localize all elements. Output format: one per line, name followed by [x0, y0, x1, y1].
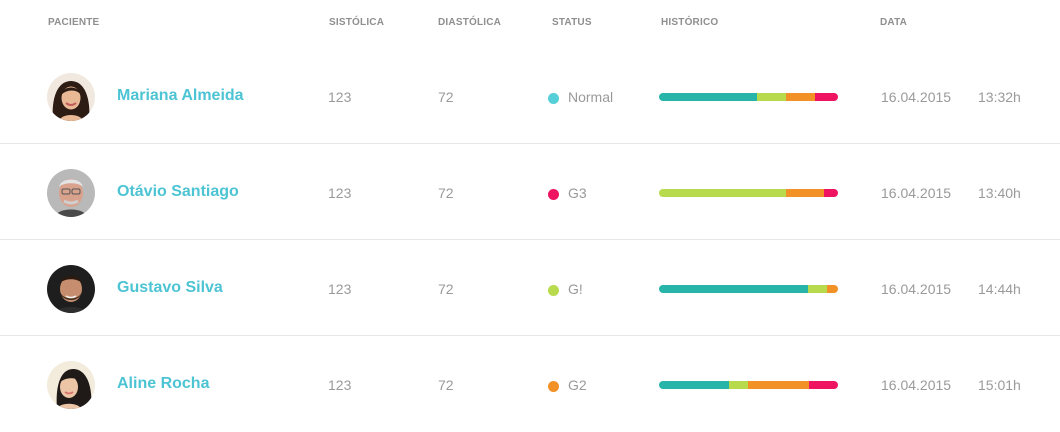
diastolic-value: 72	[438, 89, 454, 105]
history-bar	[659, 285, 838, 293]
history-segment	[809, 381, 838, 389]
history-bar	[659, 381, 838, 389]
avatar[interactable]	[47, 73, 95, 121]
date-value: 16.04.2015	[881, 89, 952, 105]
diastolic-value: 72	[438, 377, 454, 393]
systolic-value: 123	[328, 377, 352, 393]
status-label: G!	[568, 281, 583, 297]
history-segment	[823, 189, 838, 197]
history-segment	[807, 285, 828, 293]
history-bar	[659, 93, 838, 101]
header-patient[interactable]: PACIENTE	[48, 17, 100, 28]
patient-name[interactable]: Aline Rocha	[117, 375, 210, 392]
time-value: 13:40h	[978, 185, 1021, 201]
avatar[interactable]	[47, 265, 95, 313]
patient-name[interactable]: Otávio Santiago	[117, 183, 239, 200]
status-label: Normal	[568, 89, 614, 105]
time-value: 15:01h	[978, 377, 1021, 393]
systolic-value: 123	[328, 89, 352, 105]
history-segment	[786, 93, 815, 101]
header-date[interactable]: DATA	[880, 17, 908, 28]
history-segment	[786, 189, 824, 197]
date-value: 16.04.2015	[881, 377, 952, 393]
history-segment	[659, 285, 808, 293]
status-label: G3	[568, 185, 587, 201]
history-segment	[757, 93, 787, 101]
status-dot-icon	[548, 93, 559, 104]
history-segment	[659, 93, 758, 101]
patient-name[interactable]: Mariana Almeida	[117, 87, 244, 104]
systolic-value: 123	[328, 185, 352, 201]
patient-name[interactable]: Gustavo Silva	[117, 279, 223, 296]
status-dot-icon	[548, 189, 559, 200]
table-row[interactable]: Gustavo Silva 123 72 G! 16.04.2015 14:44…	[0, 240, 1060, 336]
status-label: G2	[568, 377, 587, 393]
time-value: 13:32h	[978, 89, 1021, 105]
history-bar	[659, 189, 838, 197]
table-row[interactable]: Mariana Almeida 123 72 Normal 16.04.2015…	[0, 48, 1060, 144]
history-segment	[659, 189, 787, 197]
history-segment	[814, 93, 838, 101]
table-header: PACIENTE SISTÓLICA DIASTÓLICA STATUS HIS…	[0, 0, 1060, 48]
table-row[interactable]: Aline Rocha 123 72 G2 16.04.2015 15:01h	[0, 336, 1060, 432]
history-segment	[827, 285, 838, 293]
diastolic-value: 72	[438, 185, 454, 201]
history-segment	[728, 381, 749, 389]
avatar[interactable]	[47, 361, 95, 409]
time-value: 14:44h	[978, 281, 1021, 297]
systolic-value: 123	[328, 281, 352, 297]
diastolic-value: 72	[438, 281, 454, 297]
avatar[interactable]	[47, 169, 95, 217]
table-row[interactable]: Otávio Santiago 123 72 G3 16.04.2015 13:…	[0, 144, 1060, 240]
status-dot-icon	[548, 285, 559, 296]
history-segment	[748, 381, 810, 389]
header-diastolic[interactable]: DIASTÓLICA	[438, 17, 502, 28]
status-dot-icon	[548, 381, 559, 392]
header-systolic[interactable]: SISTÓLICA	[329, 17, 385, 28]
date-value: 16.04.2015	[881, 281, 952, 297]
header-history[interactable]: HISTÓRICO	[661, 17, 719, 28]
history-segment	[659, 381, 729, 389]
header-status[interactable]: STATUS	[552, 17, 592, 28]
date-value: 16.04.2015	[881, 185, 952, 201]
